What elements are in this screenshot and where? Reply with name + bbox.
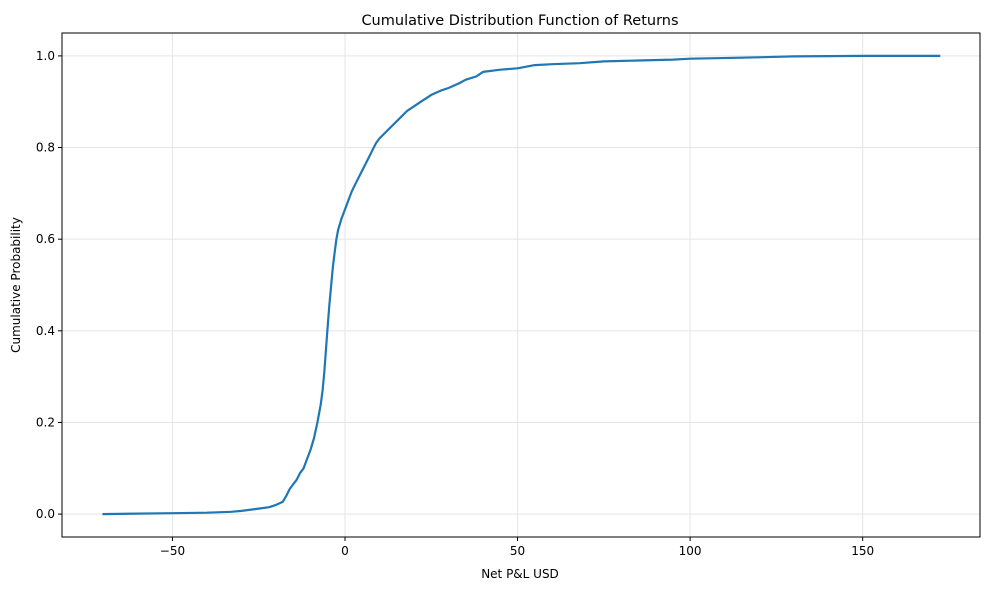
x-tick-label: 150 [851, 544, 874, 558]
y-axis-ticks: 0.0 0.2 0.4 0.6 0.8 1.0 [36, 49, 62, 521]
axes-frame [61, 32, 981, 538]
x-tick-label: −50 [160, 544, 185, 558]
cdf-line [102, 54, 941, 516]
x-tick-label: 0 [341, 544, 349, 558]
plot-area [102, 54, 941, 516]
y-tick-label: 0.6 [36, 232, 55, 246]
x-axis-ticks: −50 0 50 100 150 [160, 537, 874, 558]
x-tick-label: 100 [679, 544, 702, 558]
grid-lines [62, 33, 980, 537]
chart-title: Cumulative Distribution Function of Retu… [361, 13, 678, 29]
y-axis-label: Cumulative Probability [9, 217, 23, 353]
y-tick-label: 0.4 [36, 324, 55, 338]
y-tick-label: 0.8 [36, 141, 55, 155]
x-tick-label: 50 [510, 544, 525, 558]
y-tick-label: 1.0 [36, 49, 55, 63]
y-tick-label: 0.2 [36, 415, 55, 429]
x-axis-label: Net P&L USD [481, 567, 559, 581]
y-tick-label: 0.0 [36, 507, 55, 521]
